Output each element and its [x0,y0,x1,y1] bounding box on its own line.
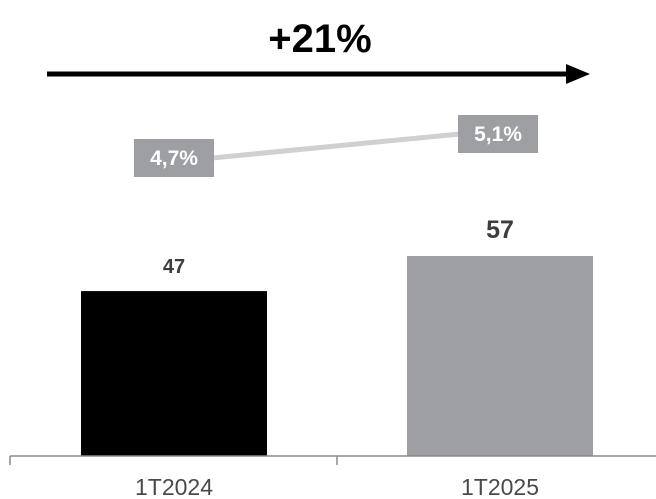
growth-arrow [47,64,590,84]
bar-value-label: 47 [163,256,185,278]
ratio-line [211,131,461,161]
bar-series: 47 57 [81,216,593,456]
x-tick-label: 1T2024 [135,474,213,499]
ratio-label-box [458,115,538,153]
bar-1T2024 [81,291,267,456]
ratio-label: 5,1% [474,123,522,146]
bar-value-label: 57 [486,216,514,244]
x-tick-label: 1T2025 [461,474,539,499]
ratio-line-series: 4,7% 5,1% [134,115,538,177]
x-axis: 1T2024 1T2025 [9,455,656,499]
growth-label: +21% [268,17,371,61]
ratio-label-box [134,139,214,177]
bar-1T2025 [407,256,593,456]
ratio-label: 4,7% [150,147,198,170]
